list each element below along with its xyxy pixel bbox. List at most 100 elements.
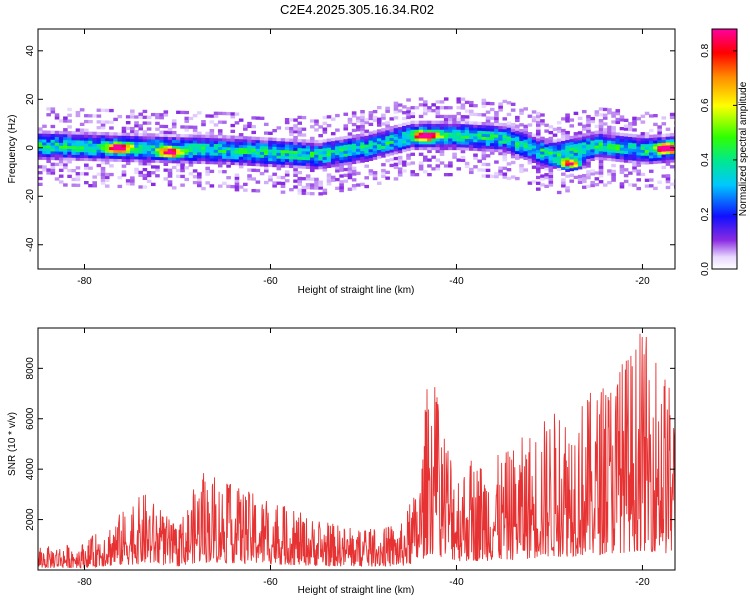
spectrogram-cell: [201, 152, 206, 156]
spectrogram-cell: [393, 107, 399, 111]
spectrogram-cell: [489, 116, 495, 120]
spectrogram-cell: [230, 141, 236, 145]
spectrogram-cell: [54, 145, 60, 149]
spectrogram-cell: [653, 114, 658, 118]
spectrogram-cell: [293, 144, 298, 148]
spectrogram-cell: [418, 161, 424, 165]
spectrogram-cell: [238, 144, 244, 148]
spectrogram-cell: [226, 141, 231, 145]
spectrogram-cell: [648, 160, 654, 165]
spectrogram-cell: [46, 159, 51, 163]
spectrogram-cell: [519, 149, 524, 153]
spectrogram-cell: [238, 150, 244, 154]
spectrogram-cell: [121, 149, 127, 154]
spectrogram-cell: [623, 147, 629, 152]
spectrogram-cell: [469, 103, 474, 108]
spectrogram-cell: [477, 142, 482, 146]
spectrogram-cell: [197, 183, 202, 188]
spectrogram-cell: [280, 138, 286, 142]
spectrogram-cell: [460, 132, 466, 136]
spectrogram-cell: [159, 153, 164, 158]
spectrogram-cell: [247, 153, 252, 158]
spectrogram-cell: [280, 146, 286, 151]
spectrogram-cell: [460, 147, 466, 151]
spectrogram-cell: [197, 157, 202, 162]
spectrogram-cell: [460, 149, 466, 154]
spectrogram-cell: [397, 170, 403, 174]
spectrogram-cell: [381, 133, 386, 138]
spectrogram-cell: [234, 188, 240, 192]
spectrogram-cell: [226, 161, 231, 165]
spectrogram-cell: [393, 156, 399, 161]
spectrogram-cell: [280, 149, 286, 154]
spectrogram-cell: [406, 107, 411, 111]
spectrogram-cell: [406, 121, 411, 125]
spectrogram-cell: [138, 124, 144, 128]
spectrogram-cell: [138, 135, 144, 140]
spectrogram-cell: [565, 165, 570, 170]
spectrogram-cell: [150, 112, 156, 117]
spectrogram-cell: [602, 131, 608, 135]
spectrogram-cell: [598, 153, 604, 158]
spectrogram-cell: [418, 143, 424, 148]
spectrogram-cell: [481, 113, 487, 117]
spectrogram-cell: [155, 142, 160, 146]
spectrogram-cell: [556, 129, 562, 134]
spectrogram-cell: [176, 139, 181, 144]
spectrogram-cell: [293, 141, 298, 146]
spectrogram-cell: [439, 146, 445, 151]
spectrogram-cell: [439, 106, 445, 110]
spectrogram-cell: [410, 135, 416, 139]
spectrogram-cell: [582, 133, 587, 137]
spectrogram-cell: [636, 172, 641, 176]
spectrogram-cell: [661, 145, 667, 149]
spectrogram-cell: [351, 169, 357, 173]
spectrogram-cell: [653, 186, 658, 191]
spectrogram-cell: [519, 123, 524, 127]
spectrogram-cell: [205, 149, 210, 153]
spectrogram-cell: [535, 161, 541, 165]
spectrogram-cell: [339, 180, 344, 184]
spectrogram-cell: [594, 145, 600, 149]
spectrogram-cell: [134, 147, 139, 151]
spectrogram-cell: [46, 133, 51, 137]
spectrogram-cell: [142, 153, 148, 157]
spectrogram-cell: [527, 132, 533, 136]
spectrogram-cell: [623, 179, 629, 184]
spectrogram-cell: [389, 134, 395, 139]
spectrogram-cell: [515, 176, 520, 181]
spectrogram-cell: [142, 159, 148, 163]
spectrogram-cell: [452, 152, 457, 156]
spectrogram-cell: [381, 168, 386, 173]
spectrogram-cell: [548, 136, 554, 141]
spectrogram-cell: [305, 151, 311, 155]
spectrogram-cell: [665, 153, 671, 158]
spectrogram-cell: [594, 110, 600, 114]
spectrogram-cell: [310, 145, 315, 149]
spectrogram-cell: [565, 151, 570, 155]
spectrogram-cell: [669, 165, 675, 169]
spectrogram-cell: [335, 186, 340, 190]
spectrogram-cell: [469, 127, 474, 131]
spectrogram-cell: [75, 140, 81, 144]
spectrogram-cell: [573, 166, 579, 171]
spectrogram-cell: [192, 169, 198, 173]
spectrogram-cell: [58, 162, 64, 167]
spectrogram-cell: [75, 145, 81, 150]
spectrogram-cell: [79, 172, 85, 176]
spectrogram-cell: [301, 165, 307, 169]
spectrogram-cell: [397, 158, 403, 163]
spectrogram-cell: [46, 136, 51, 140]
spectrogram-cell: [71, 148, 77, 152]
spectrogram-cell: [339, 142, 344, 146]
spectrogram-cell: [230, 147, 236, 151]
spectrogram-cell: [356, 119, 361, 123]
spectrogram-cell: [523, 156, 528, 161]
spectrogram-cell: [443, 164, 449, 168]
spectrogram-cell: [54, 156, 60, 161]
spectrogram-cell: [326, 161, 332, 166]
spectrogram-cell: [276, 164, 282, 168]
spectrogram-cell: [159, 113, 164, 117]
spectrogram-cell: [167, 174, 173, 178]
